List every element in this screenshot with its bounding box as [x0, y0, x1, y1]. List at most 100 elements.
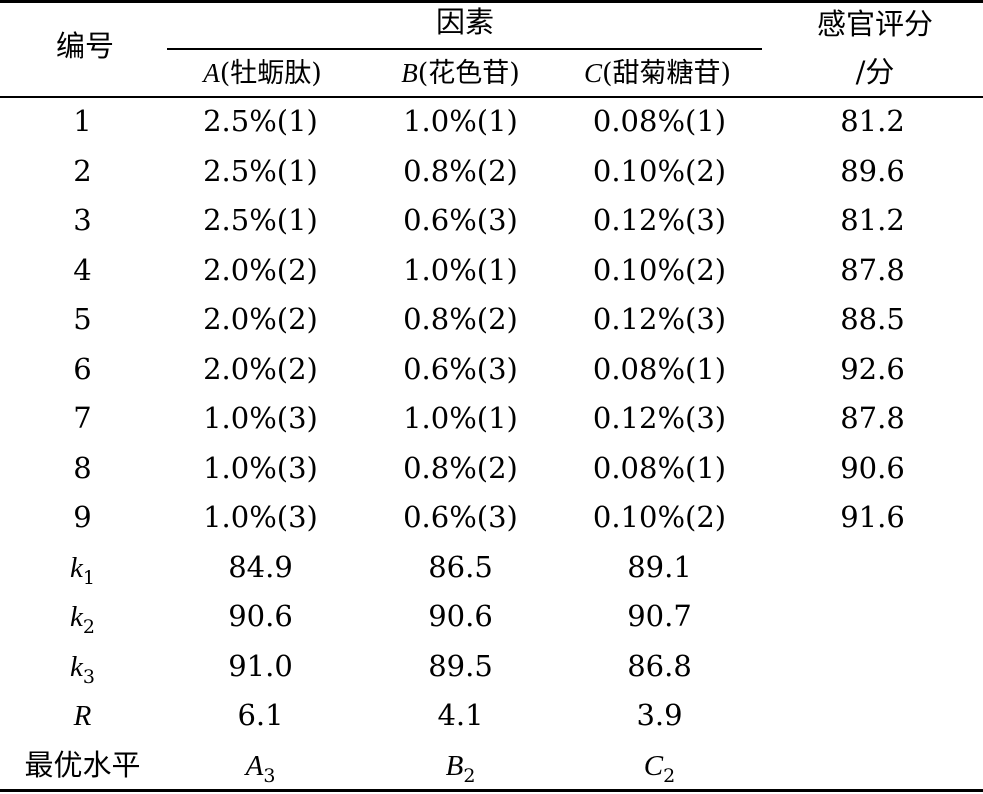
cell-score: 81.2	[840, 203, 905, 237]
header-score-line2: /分	[855, 55, 895, 89]
cell-factor-c: 0.08%(1)	[592, 352, 727, 386]
cell-factor-b: 1.0%(1)	[403, 104, 518, 138]
table-row: 7 1.0%(3) 1.0%(1) 0.12%(3) 87.8	[0, 400, 983, 436]
summary-label-sub: 1	[82, 567, 95, 589]
cell-factor-c: 0.08%(1)	[592, 104, 727, 138]
row-number: 5	[73, 302, 92, 336]
factor-group-rule	[167, 48, 762, 50]
table-bottom-rule	[0, 789, 983, 792]
summary-label-main: R	[73, 700, 92, 732]
summary-label: R	[20, 697, 145, 744]
cell-score: 92.6	[840, 352, 905, 386]
summary-factor-b: 86.5	[428, 550, 493, 584]
summary-factor-c: 90.7	[627, 599, 692, 633]
cell-score: 89.6	[840, 154, 905, 188]
cell-factor-a: 2.0%(2)	[203, 253, 318, 287]
table-row: 4 2.0%(2) 1.0%(1) 0.10%(2) 87.8	[0, 252, 983, 288]
summary-factor-c: 3.9	[636, 698, 683, 732]
cell-factor-a: 2.0%(2)	[203, 302, 318, 336]
table-row: 8 1.0%(3) 0.8%(2) 0.08%(1) 90.6	[0, 450, 983, 486]
header-factor-c: C(甜菊糖苷)	[555, 55, 760, 92]
cell-factor-b: 0.6%(3)	[403, 500, 518, 534]
summary-factor-c: 89.1	[627, 550, 692, 584]
summary-label: k3	[20, 648, 145, 695]
cell-factor-b: 1.0%(1)	[403, 253, 518, 287]
header-score-line1: 感官评分	[816, 7, 933, 41]
summary-factor-b: 90.6	[428, 599, 493, 633]
row-number: 7	[73, 401, 92, 435]
cell-factor-a: 1.0%(3)	[203, 500, 318, 534]
optimal-a-sub: 3	[263, 765, 276, 787]
cell-factor-a: 1.0%(3)	[203, 451, 318, 485]
table-row: 1 2.5%(1) 1.0%(1) 0.08%(1) 81.2	[0, 103, 983, 139]
summary-label: k2	[20, 598, 145, 645]
summary-label: k1	[20, 549, 145, 596]
cell-factor-a: 2.5%(1)	[203, 203, 318, 237]
optimal-row: 最优水平 A3 B2 C2	[0, 747, 983, 787]
optimal-a-letter: A	[245, 750, 264, 782]
summary-row: R 6.1 4.1 3.9	[0, 697, 983, 733]
row-number: 3	[73, 203, 92, 237]
table-row: 2 2.5%(1) 0.8%(2) 0.10%(2) 89.6	[0, 153, 983, 189]
summary-row: k1 84.9 86.5 89.1	[0, 549, 983, 589]
cell-factor-c: 0.10%(2)	[592, 154, 727, 188]
header-bottom-rule	[0, 96, 983, 98]
header-factors: 因素	[435, 5, 494, 39]
row-number: 9	[73, 500, 92, 534]
table-row: 9 1.0%(3) 0.6%(3) 0.10%(2) 91.6	[0, 499, 983, 535]
cell-factor-b: 0.8%(2)	[403, 302, 518, 336]
optimal-b-sub: 2	[463, 765, 476, 787]
cell-factor-b: 0.6%(3)	[403, 352, 518, 386]
header-factor-a: A(牡蛎肽)	[170, 55, 355, 92]
summary-label-main: k	[70, 601, 83, 633]
cell-factor-a: 2.0%(2)	[203, 352, 318, 386]
summary-factor-b: 89.5	[428, 649, 493, 683]
cell-factor-c: 0.12%(3)	[592, 401, 727, 435]
header-factor-c-text: (甜菊糖苷)	[601, 58, 732, 89]
optimal-factor-b: B2	[368, 747, 553, 794]
optimal-factor-c: C2	[562, 747, 757, 794]
cell-score: 88.5	[840, 302, 905, 336]
header-factor-c-letter: C	[583, 58, 602, 88]
cell-factor-c: 0.12%(3)	[592, 302, 727, 336]
header-factor-a-text: (牡蛎肽)	[219, 58, 322, 89]
row-number: 1	[73, 104, 92, 138]
summary-row: k3 91.0 89.5 86.8	[0, 648, 983, 688]
cell-factor-a: 1.0%(3)	[203, 401, 318, 435]
summary-factor-a: 91.0	[228, 649, 293, 683]
table-row: 3 2.5%(1) 0.6%(3) 0.12%(3) 81.2	[0, 202, 983, 238]
cell-score: 90.6	[840, 451, 905, 485]
summary-label-main: k	[70, 552, 83, 584]
cell-score: 91.6	[840, 500, 905, 534]
summary-label-main: k	[70, 651, 83, 683]
header-factor-b-text: (花色苷)	[417, 58, 520, 89]
header-factor-b-letter: B	[401, 58, 418, 88]
row-number: 6	[73, 352, 92, 386]
optimal-b-letter: B	[445, 750, 464, 782]
cell-factor-a: 2.5%(1)	[203, 154, 318, 188]
summary-factor-c: 86.8	[627, 649, 692, 683]
optimal-c-sub: 2	[663, 765, 676, 787]
summary-factor-a: 6.1	[237, 698, 284, 732]
cell-factor-b: 0.8%(2)	[403, 154, 518, 188]
header-factor-b: B(花色苷)	[368, 55, 553, 92]
row-number: 4	[73, 253, 92, 287]
row-number: 8	[73, 451, 92, 485]
header-number: 编号	[55, 29, 114, 63]
cell-score: 81.2	[840, 104, 905, 138]
optimal-label: 最优水平	[24, 748, 141, 782]
cell-factor-c: 0.08%(1)	[592, 451, 727, 485]
cell-factor-c: 0.12%(3)	[592, 203, 727, 237]
cell-factor-b: 0.8%(2)	[403, 451, 518, 485]
table-top-rule	[0, 0, 983, 3]
header-factor-a-letter: A	[203, 58, 220, 88]
cell-factor-b: 1.0%(1)	[403, 401, 518, 435]
cell-factor-a: 2.5%(1)	[203, 104, 318, 138]
cell-score: 87.8	[840, 253, 905, 287]
table-row: 5 2.0%(2) 0.8%(2) 0.12%(3) 88.5	[0, 301, 983, 337]
cell-score: 87.8	[840, 401, 905, 435]
summary-factor-a: 90.6	[228, 599, 293, 633]
summary-label-sub: 2	[82, 616, 95, 638]
summary-row: k2 90.6 90.6 90.7	[0, 598, 983, 638]
summary-factor-a: 84.9	[228, 550, 293, 584]
